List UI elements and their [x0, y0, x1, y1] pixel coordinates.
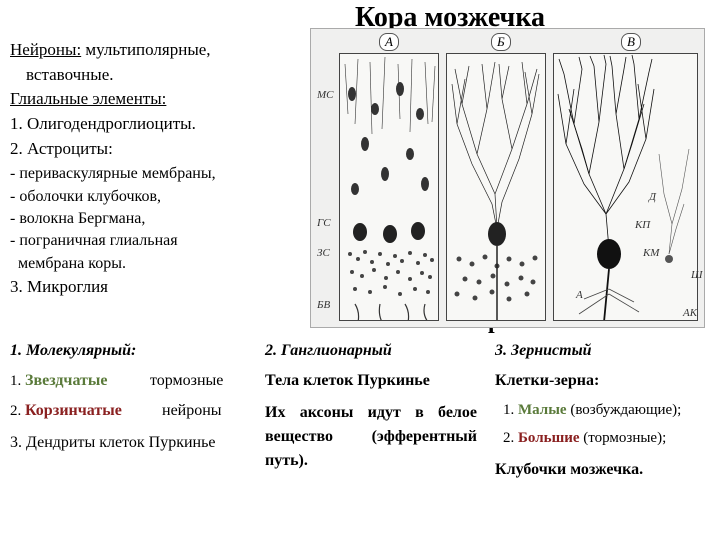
glia-label: Глиальные элементы:	[10, 87, 292, 112]
intro-sublist: - периваскулярные мембраны, - оболочки к…	[10, 163, 292, 275]
panel-header-a: А	[379, 33, 399, 51]
panel-v	[553, 53, 698, 321]
col1-row3: 3. Дендриты клеток Пуркинье	[10, 431, 265, 455]
neurons-line: Нейроны: мультиполярные,	[10, 38, 292, 63]
col-ganglion: 2. Ганглионарный Тела клеток Пуркинье Их…	[265, 339, 495, 482]
col2-line1: Тела клеток Пуркинье	[265, 369, 495, 393]
label-ak: АК	[683, 307, 697, 319]
sub5: мембрана коры.	[10, 253, 292, 275]
col1-r1c: тормозные	[150, 369, 223, 393]
label-sh: Ш	[691, 269, 702, 281]
col3-row2: 2. Большие (тормозные);	[495, 427, 710, 450]
col-granular: 3. Зернистый Клетки-зерна: 1. Малые (воз…	[495, 339, 710, 482]
label-bv: БВ	[317, 299, 330, 311]
col1-title: 1. Молекулярный:	[10, 339, 265, 363]
label-d: Д	[649, 191, 656, 203]
neurons-text: мультиполярные,	[81, 40, 210, 59]
col1-r1a: 1.	[10, 373, 25, 389]
label-a: А	[576, 289, 583, 301]
col1-row1: 1. Звездчатые тормозные	[10, 369, 223, 393]
panel-b	[446, 53, 546, 321]
col3-r1a: 1.	[503, 402, 518, 418]
intro-text: Нейроны: мультиполярные, вставочные. Гли…	[0, 34, 300, 304]
col1-r2c: нейроны	[150, 399, 223, 423]
sub1: - периваскулярные мембраны,	[10, 163, 292, 185]
label-kp: КП	[635, 219, 650, 231]
col-molecular: 1. Молекулярный: 1. Звездчатые тормозные…	[10, 339, 265, 482]
col1-r2b: Корзинчатые	[25, 402, 122, 419]
col3-r2b: Большие	[518, 430, 580, 446]
col3-row1: 1. Малые (возбуждающие);	[495, 399, 710, 422]
panel-a	[339, 53, 439, 321]
sub3: - волокна Бергмана,	[10, 208, 292, 230]
col1-r1b: Звездчатые	[25, 372, 107, 389]
panel-header-b: Б	[491, 33, 511, 51]
intro-item3: 3. Микроглия	[10, 275, 292, 300]
diagram: А Б В	[310, 28, 705, 328]
panel-header-v: В	[621, 33, 641, 51]
col2-line2: Их аксоны идут в белое вещество (эфферен…	[265, 401, 495, 473]
col1-table: 1. Звездчатые тормозные 2. Корзинчатые н…	[10, 369, 223, 423]
neurons-line2: вставочные.	[10, 63, 292, 88]
intro-item1: 1. Олигодендроглиоциты.	[10, 112, 292, 137]
col3-r1b: Малые	[518, 402, 567, 418]
panel-a-svg	[340, 54, 439, 321]
sub2: - оболочки клубочков,	[10, 186, 292, 208]
col3-r2a: 2.	[503, 430, 518, 446]
neurons-label: Нейроны:	[10, 40, 81, 59]
label-zc: ЗС	[317, 247, 330, 259]
intro-item2: 2. Астроциты:	[10, 137, 292, 162]
col3-r2c: (тормозные);	[580, 430, 667, 446]
panel-v-svg	[554, 54, 698, 321]
col3-title: 3. Зернистый	[495, 339, 710, 363]
label-km: КМ	[643, 247, 659, 259]
col2-title: 2. Ганглионарный	[265, 339, 495, 363]
col1-row2: 2. Корзинчатые нейроны	[10, 399, 223, 423]
columns: 1. Молекулярный: 1. Звездчатые тормозные…	[0, 335, 720, 482]
label-mc: МС	[317, 89, 334, 101]
col3-line3: Клубочки мозжечка.	[495, 458, 710, 482]
col3-r1c: (возбуждающие);	[567, 402, 682, 418]
col3-line1: Клетки-зерна:	[495, 369, 710, 393]
label-gc: ГС	[317, 217, 331, 229]
sub4: - пограничная глиальная	[10, 230, 292, 252]
col1-r2a: 2.	[10, 403, 25, 419]
panel-b-svg	[447, 54, 546, 321]
